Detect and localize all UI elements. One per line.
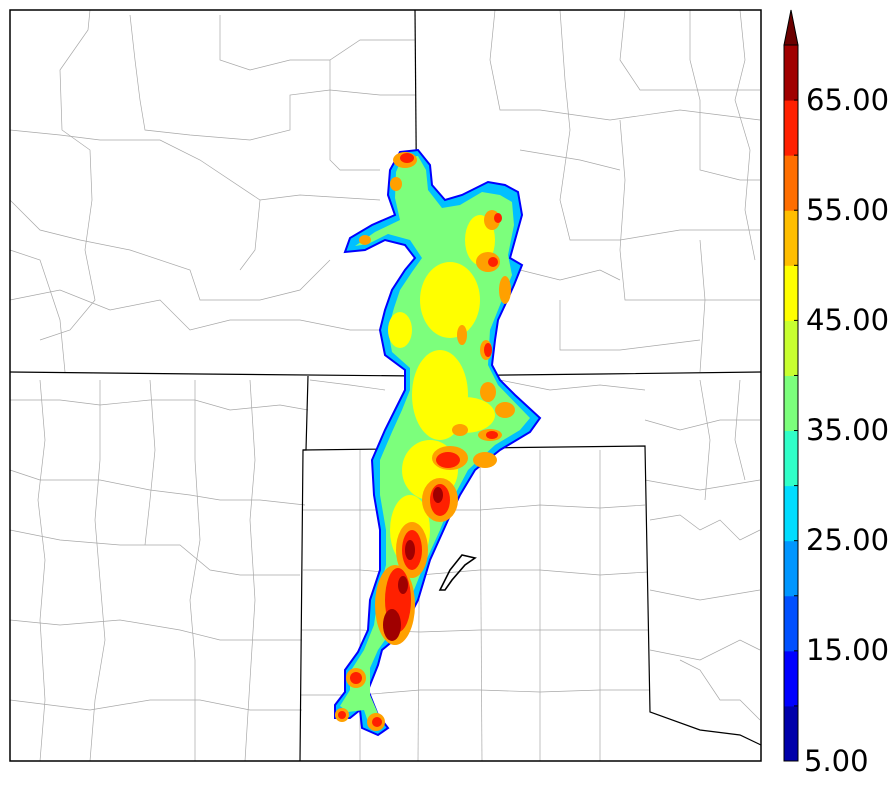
county-lines [9,9,761,762]
echo-darkred [383,487,443,641]
reflectivity-field [334,148,542,737]
plot-frame [9,9,762,762]
